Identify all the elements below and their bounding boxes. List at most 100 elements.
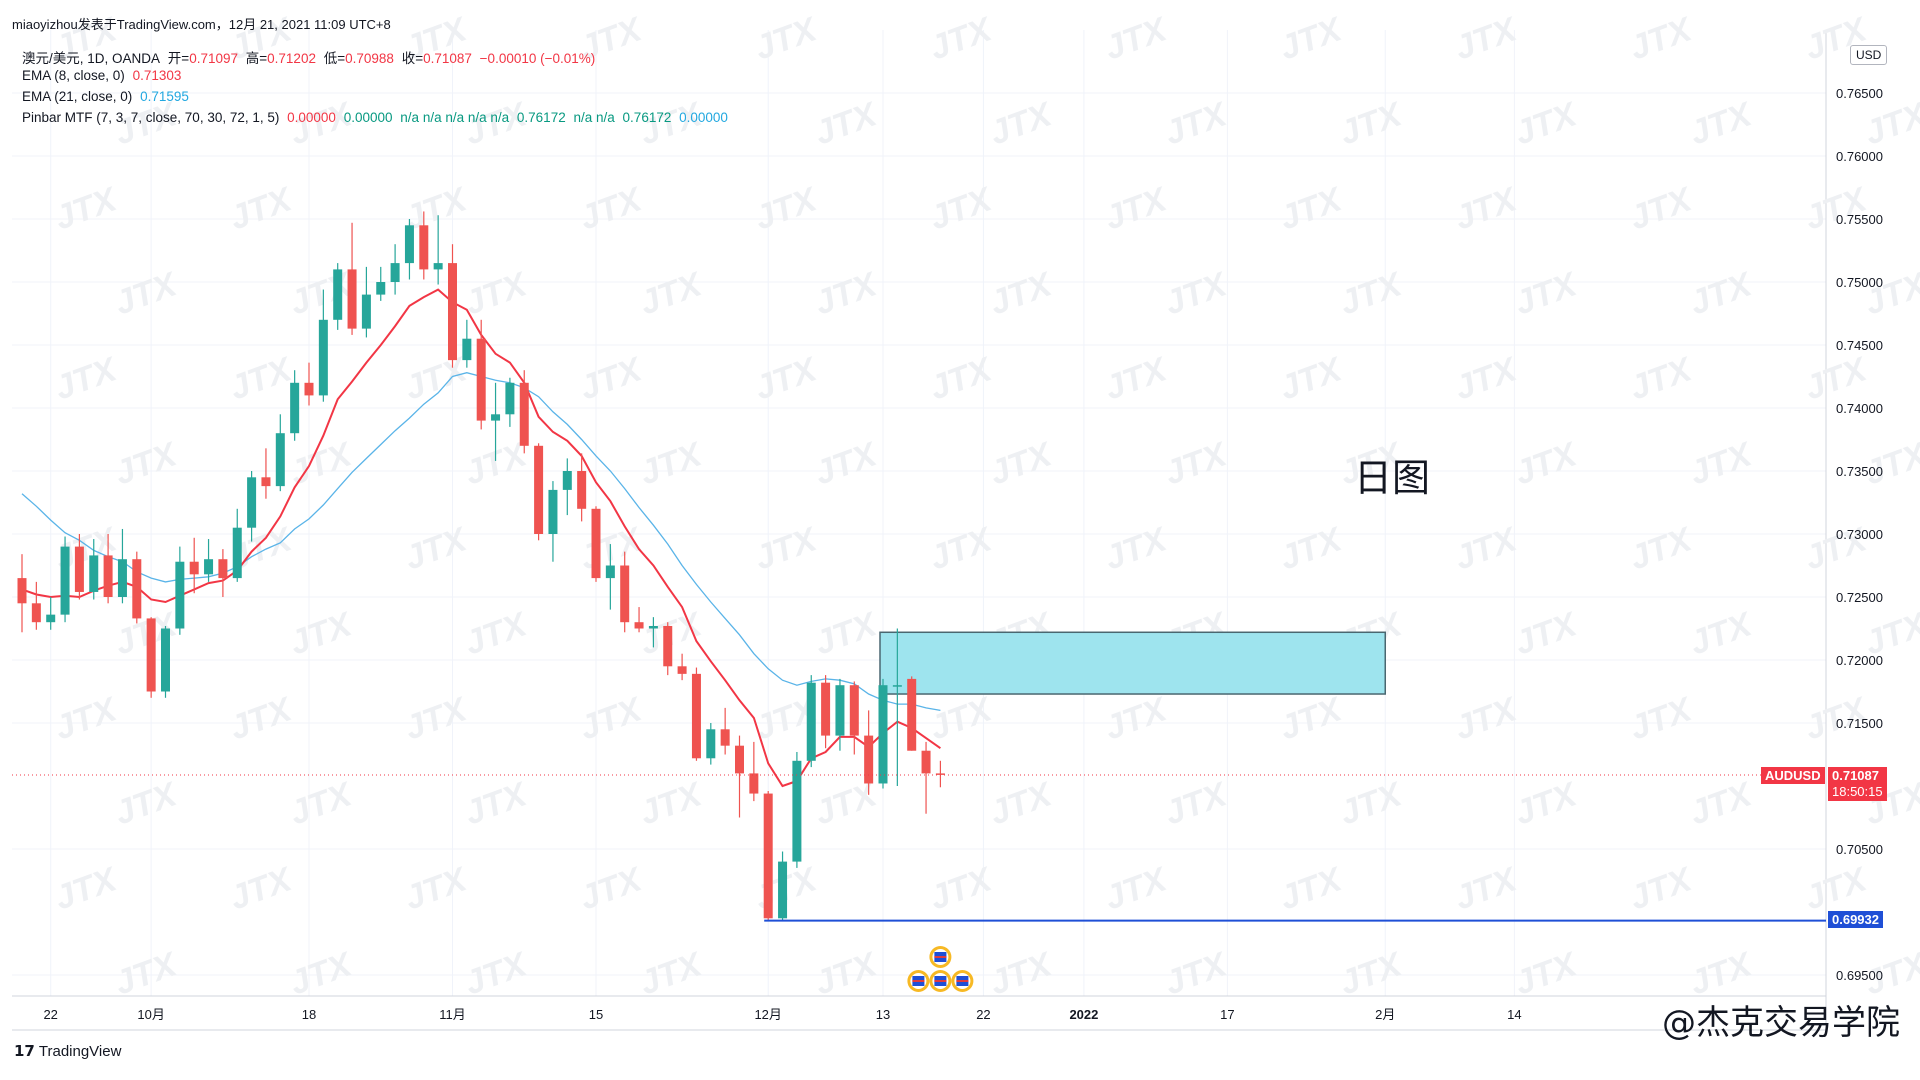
candle <box>247 471 257 542</box>
watermark-jtx: JTX <box>460 775 534 833</box>
watermark-jtx: JTX <box>635 945 709 1003</box>
watermark-jtx: JTX <box>985 435 1059 493</box>
watermark-jtx: JTX <box>925 520 999 578</box>
tradingview-logo[interactable]: 𝟭𝟳 TradingView <box>14 1042 121 1061</box>
watermark-jtx: JTX <box>1800 350 1874 408</box>
candle-body <box>835 685 845 736</box>
candle-body <box>935 773 945 775</box>
currency-button[interactable]: USD <box>1850 45 1888 65</box>
watermark-jtx: JTX <box>50 860 124 918</box>
watermark-jtx: JTX <box>1100 520 1174 578</box>
candle-body <box>232 527 242 579</box>
last-price: 0.71087 <box>1832 768 1879 783</box>
price-tick-label: 0.76000 <box>1836 149 1883 164</box>
candles <box>17 211 945 921</box>
watermark-jtx: JTX <box>810 265 884 323</box>
watermark-jtx: JTX <box>1510 265 1584 323</box>
watermark-jtx: JTX <box>985 265 1059 323</box>
watermark-jtx: JTX <box>400 860 474 918</box>
watermark-jtx: JTX <box>1335 775 1409 833</box>
candle <box>433 215 443 285</box>
watermark-jtx: JTX <box>285 945 359 1003</box>
price-tick-label: 0.71500 <box>1836 716 1883 731</box>
watermark-jtx: JTX <box>925 350 999 408</box>
candle <box>404 219 414 280</box>
price-tick-label: 0.74500 <box>1836 338 1883 353</box>
time-tick-label: 22 <box>43 1007 57 1022</box>
watermark-jtx: JTX <box>1160 265 1234 323</box>
watermark-jtx: JTX <box>1275 180 1349 238</box>
candle <box>290 370 300 441</box>
candle <box>835 678 845 751</box>
flag-au-icon <box>929 946 952 968</box>
candle-body <box>735 745 744 774</box>
watermark-jtx: JTX <box>110 435 184 493</box>
watermark-jtx: JTX <box>460 945 534 1003</box>
pinbar-v5: 0.00000 <box>679 110 728 125</box>
candle <box>17 554 27 633</box>
jtx-watermarks: JTX JTX JTX JTX JTX JTX JTX JTX JTX JTX JTX JTX JTX J… <box>50 10 1920 1003</box>
candle-body <box>749 773 759 794</box>
open-readout: 开=0.71097 <box>168 51 238 66</box>
pinbar-legend[interactable]: Pinbar MTF (7, 3, 7, close, 70, 30, 72, … <box>22 110 732 125</box>
watermark-jtx: JTX <box>1160 435 1234 493</box>
ema21-label: EMA (21, close, 0) <box>22 89 133 104</box>
candle-body <box>634 622 644 629</box>
candle <box>534 443 544 541</box>
watermark-jtx: JTX <box>460 605 534 663</box>
candle-body <box>778 861 788 919</box>
change-value: −0.00010 (−0.01%) <box>479 51 596 66</box>
pinbar-v1: 0.00000 <box>287 110 336 125</box>
watermark-jtx: JTX <box>1275 520 1349 578</box>
candle <box>333 263 343 330</box>
symbol-legend[interactable]: 澳元/美元, 1D, OANDA 开=0.71097 高=0.71202 低=0… <box>22 47 599 67</box>
watermark-jtx: JTX <box>1100 860 1174 918</box>
candle-body <box>720 729 730 746</box>
ema21-legend[interactable]: EMA (21, close, 0) 0.71595 <box>22 89 193 104</box>
event-flags <box>907 946 974 992</box>
price-tick-label: 0.73500 <box>1836 464 1883 479</box>
watermark-jtx: JTX <box>285 605 359 663</box>
watermark-jtx: JTX <box>575 350 649 408</box>
candle <box>117 528 127 604</box>
candle-body <box>677 666 687 674</box>
watermark-jtx: JTX <box>1625 10 1699 68</box>
candle-body <box>706 729 716 759</box>
candle-body <box>74 546 84 592</box>
watermark-jtx: JTX <box>1275 860 1349 918</box>
pinbar-v4: 0.76172 <box>622 110 672 125</box>
candle-body <box>476 338 486 421</box>
candle <box>749 741 759 802</box>
candle <box>620 551 630 633</box>
watermark-jtx: JTX <box>110 265 184 323</box>
ema8-legend[interactable]: EMA (8, close, 0) 0.71303 <box>22 68 185 83</box>
low-value: 0.70988 <box>345 51 394 66</box>
candle <box>849 681 859 755</box>
candle <box>232 508 242 582</box>
watermark-jtx: JTX <box>1510 95 1584 153</box>
candle-body <box>304 382 314 396</box>
candle <box>562 458 572 516</box>
watermark-jtx: JTX <box>1450 860 1524 918</box>
candle-body <box>390 263 400 282</box>
candle-body <box>620 565 630 623</box>
candle <box>907 676 917 751</box>
watermark-jtx: JTX <box>635 435 709 493</box>
watermark-jtx: JTX <box>1450 350 1524 408</box>
candle <box>476 319 486 430</box>
watermark-jtx: JTX <box>575 180 649 238</box>
candle-body <box>376 282 386 295</box>
candle <box>462 319 472 368</box>
candle-body <box>17 578 27 604</box>
candle <box>275 414 285 492</box>
candle <box>864 710 874 795</box>
watermark-jtx: JTX <box>1800 180 1874 238</box>
watermark-jtx: JTX <box>1100 350 1174 408</box>
price-tick-label: 0.74000 <box>1836 401 1883 416</box>
timeframe-annotation: 日图 <box>1354 456 1431 500</box>
candle <box>706 723 716 765</box>
candle <box>648 617 658 648</box>
candle <box>74 534 84 600</box>
price-tick-label: 0.76500 <box>1836 86 1883 101</box>
